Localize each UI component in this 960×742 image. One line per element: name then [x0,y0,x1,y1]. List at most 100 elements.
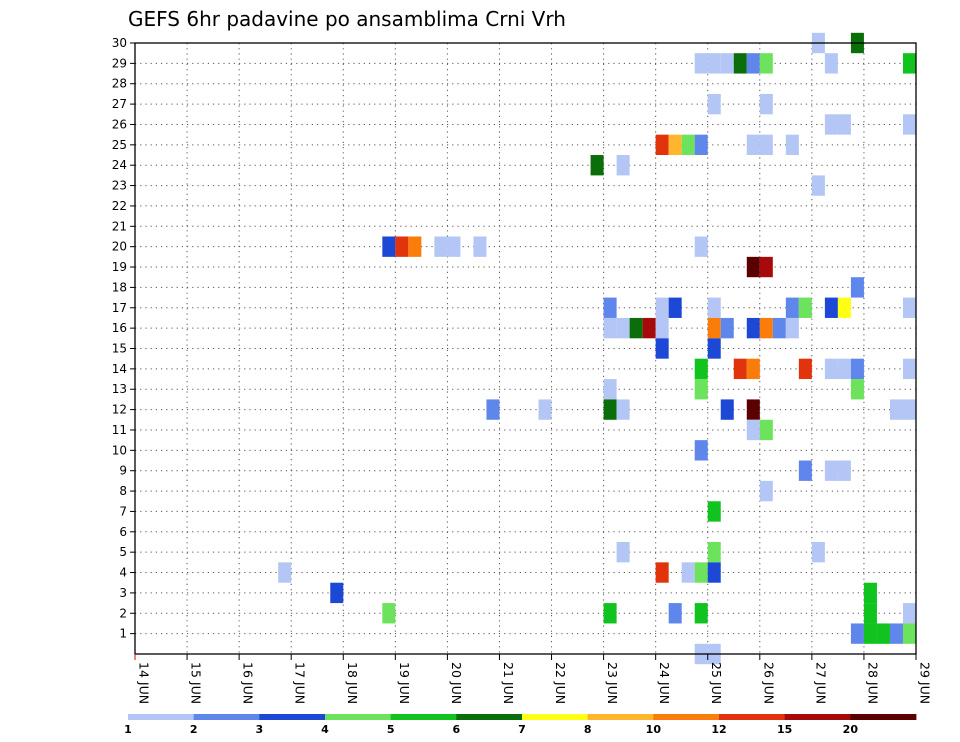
heatmap-cell [655,297,669,318]
legend-swatch [653,714,720,720]
y-tick-label: 6 [119,525,127,539]
heatmap-cell [655,317,669,339]
heatmap-cell [902,53,916,74]
legend-swatch [456,714,523,720]
y-tick-label: 29 [112,56,127,70]
legend-level-label: 4 [321,723,329,736]
heatmap-cell [850,358,864,380]
heatmap-cell [694,236,708,257]
heatmap-cell [681,134,695,156]
heatmap-cell [902,358,916,380]
x-tick-label: 19 JUN [397,662,412,704]
heatmap-cell [707,562,721,583]
heatmap-cell [694,358,708,380]
heatmap-cell [668,603,682,624]
heatmap-cell [603,317,617,339]
x-axis: 14 JUN 15 JUN 16 JUN 17 JUN 18 JUN 19 JUN 20 J… [134,654,933,704]
heatmap-cell [746,399,760,420]
legend-level-label: 1 [124,723,132,736]
heatmap-cell [837,358,851,380]
heatmap-cell [850,623,864,644]
y-tick-label: 7 [119,504,127,518]
x-tick-label: 26 JUN [761,662,776,704]
heatmap-cell [668,297,682,318]
x-tick-label: 22 JUN [553,662,568,704]
heatmap-cell [889,623,903,644]
x-tick-label: 24 JUN [657,662,672,704]
legend-level-label: 20 [843,723,859,736]
heatmap-cell [824,53,838,74]
heatmap-cell [746,419,760,441]
heatmap-cell [382,603,396,624]
legend-level-label: 10 [646,723,662,736]
chart-title: GEFS 6hr padavine po ansamblima Crni Vrh [128,7,566,31]
heatmap-cell [798,297,812,318]
heatmap-cell [603,603,617,624]
x-tick-label: 20 JUN [449,662,464,704]
y-tick-label: 2 [119,606,127,620]
heatmap-cell [850,379,864,400]
y-tick-label: 28 [112,77,127,91]
legend-swatch [522,714,589,720]
legend-level-label: 6 [453,723,461,736]
legend-swatch [390,714,457,720]
heatmap-cell [694,134,708,156]
heatmap-cell [707,541,721,563]
x-tick-label: 27 JUN [813,662,828,704]
heatmap-cell [720,399,734,420]
x-tick-label: 15 JUN [189,662,204,704]
heatmap-cell [798,358,812,380]
heatmap-cell [863,582,877,604]
legend-swatch [587,714,654,720]
heatmap-cell [707,338,721,359]
legend-level-label: 12 [711,723,726,736]
heatmap-cell [902,399,916,420]
heatmap-cell [642,317,656,339]
y-tick-label: 19 [112,260,127,274]
x-tick-label: 29 JUN [918,662,933,704]
y-tick-label: 10 [112,443,127,457]
heatmap-cell [707,93,721,115]
heatmap-cell [707,53,721,74]
legend-level-label: 5 [387,723,395,736]
heatmap-cell [759,53,773,74]
legend-swatch [719,714,786,720]
heatmap-cell [668,134,682,156]
heatmap-cell [824,297,838,318]
y-tick-label: 14 [112,362,127,376]
heatmap-cell [473,236,487,257]
y-tick-label: 20 [112,240,127,254]
heatmap-cell [837,297,851,318]
heatmap-cell [759,134,773,156]
y-tick-label: 4 [119,566,127,580]
heatmap-cell [863,623,877,644]
legend-level-label: 3 [256,723,264,736]
heatmap-cell [616,317,630,339]
heatmap-cell [278,562,292,583]
heatmap-cell [616,155,630,176]
heatmap-cell [824,358,838,380]
heatmap-cell [824,460,838,481]
heatmap-cell [863,603,877,624]
heatmap-cell [694,562,708,583]
legend-swatch [193,714,260,720]
heatmap-cell [395,236,409,257]
heatmap-cell [746,256,760,278]
heatmap-cell [707,297,721,318]
heatmap-cell [876,623,890,644]
legend-level-label: 7 [518,723,526,736]
heatmap-cell [486,399,500,420]
y-tick-label: 30 [112,36,127,50]
y-tick-label: 3 [119,586,127,600]
heatmap-cell [785,317,799,339]
x-tick-label: 17 JUN [293,662,308,704]
heatmap-cell [603,399,617,420]
heatmap-cell [603,379,617,400]
heatmap-cell [655,562,669,583]
heatmap-cell [785,134,799,156]
heatmap-cell [694,603,708,624]
heatmap-cell [538,399,552,420]
heatmap-cell [707,317,721,339]
heatmap-cell [330,582,344,604]
y-tick-label: 24 [112,158,127,172]
